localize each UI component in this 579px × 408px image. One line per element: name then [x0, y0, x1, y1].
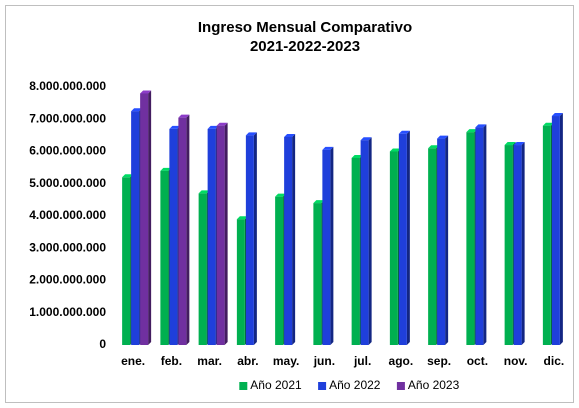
y-tick-label: 5.000.000.000 — [29, 176, 106, 190]
legend-label: Año 2021 — [250, 378, 302, 392]
x-tick-label: abr. — [237, 354, 258, 368]
bar — [236, 219, 245, 345]
bar — [551, 116, 560, 346]
legend-swatch — [239, 382, 248, 390]
legend-label: Año 2023 — [408, 378, 460, 392]
x-tick-label: mar. — [197, 354, 222, 368]
bar-top — [245, 132, 257, 136]
x-tick-label: jun. — [313, 354, 335, 368]
y-tick-label: 1.000.000.000 — [29, 305, 106, 319]
bar-top — [360, 137, 372, 141]
bar-top — [389, 148, 401, 152]
bar — [275, 196, 284, 345]
x-tick-label: jul. — [353, 354, 371, 368]
bar-top — [198, 190, 210, 194]
bar — [131, 111, 140, 345]
bar-top — [140, 90, 152, 94]
y-tick-label: 7.000.000.000 — [29, 111, 106, 125]
legend-label: Año 2022 — [329, 378, 381, 392]
x-tick-label: sep. — [427, 354, 451, 368]
x-tick-label: ene. — [121, 354, 145, 368]
bar — [466, 132, 475, 345]
y-tick-label: 8.000.000.000 — [29, 79, 106, 93]
bar — [216, 125, 225, 345]
bar-side — [330, 146, 334, 345]
legend-swatch — [318, 382, 327, 390]
bar-side — [253, 132, 257, 345]
x-tick-label: feb. — [161, 354, 182, 368]
y-tick-label: 0 — [99, 337, 106, 351]
bar-top — [216, 122, 228, 126]
bar-top — [542, 122, 554, 126]
bar — [513, 145, 522, 345]
bar — [398, 133, 407, 345]
bar-top — [236, 216, 248, 220]
bar-top — [275, 193, 287, 197]
legend-swatch — [396, 382, 405, 390]
x-tick-label: dic. — [544, 354, 565, 368]
bar-side — [559, 113, 563, 346]
x-tick-label: oct. — [467, 354, 488, 368]
x-tick-label: may. — [273, 354, 299, 368]
bar — [437, 138, 446, 345]
bar — [389, 151, 398, 345]
bar-top — [513, 142, 525, 146]
bar — [428, 148, 437, 345]
bar-side — [224, 122, 228, 345]
chart-subtitle: 2021-2022-2023 — [250, 38, 360, 55]
bar-top — [313, 200, 325, 204]
bar-side — [292, 133, 296, 345]
y-tick-label: 2.000.000.000 — [29, 273, 106, 287]
bar-side — [483, 124, 487, 345]
bar-side — [406, 130, 410, 345]
bar-top — [437, 135, 449, 139]
bar-top — [428, 145, 440, 149]
bar — [284, 136, 293, 345]
x-tick-label: nov. — [504, 354, 528, 368]
bar — [169, 128, 178, 345]
bar — [542, 125, 551, 345]
bar-side — [368, 137, 372, 345]
bar — [351, 157, 360, 345]
bar-side — [445, 135, 449, 345]
bar-top — [284, 133, 296, 137]
bar — [198, 193, 207, 345]
bar — [504, 145, 513, 345]
bar-side — [148, 90, 152, 345]
chart-title: Ingreso Mensual Comparativo — [198, 19, 412, 36]
bar-top — [322, 146, 334, 150]
bar-top — [466, 129, 478, 133]
bar-top — [169, 125, 181, 129]
bar-top — [131, 108, 143, 112]
bar-top — [178, 114, 190, 118]
bar — [122, 177, 131, 345]
bar — [178, 117, 187, 345]
x-tick-label: ago. — [389, 354, 414, 368]
bar — [313, 203, 322, 345]
bar-top — [475, 124, 487, 128]
bar-top — [398, 130, 410, 134]
bar-side — [186, 114, 190, 345]
bar-side — [521, 142, 525, 345]
y-tick-label: 6.000.000.000 — [29, 144, 106, 158]
bar — [245, 135, 254, 345]
bar-top — [551, 113, 563, 117]
bar-top — [160, 167, 172, 171]
y-tick-label: 4.000.000.000 — [29, 208, 106, 222]
bar-top — [351, 154, 363, 158]
bar — [207, 128, 216, 345]
bar — [360, 140, 369, 345]
bar — [160, 170, 169, 345]
bar — [322, 149, 331, 345]
bar-top — [207, 125, 219, 129]
bar-top — [122, 174, 134, 178]
bar-top — [504, 142, 516, 146]
bar — [140, 93, 149, 345]
bar — [475, 127, 484, 345]
y-tick-label: 3.000.000.000 — [29, 240, 106, 254]
